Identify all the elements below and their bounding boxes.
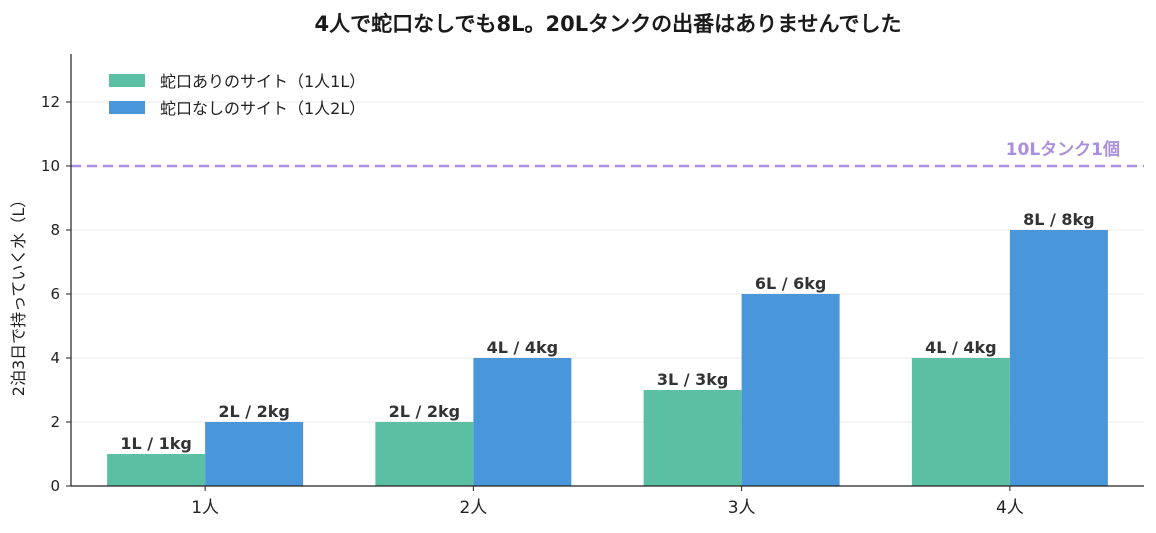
x-tick-labels: 1人 2人 3人 4人 bbox=[191, 498, 1024, 518]
y-tick-label: 2 bbox=[50, 413, 60, 431]
y-tick-label: 10 bbox=[41, 157, 60, 175]
bar-without-faucet-2 bbox=[473, 358, 572, 486]
legend: 蛇口ありのサイト（1人1L） 蛇口なしのサイト（1人2L） bbox=[109, 72, 365, 118]
bar-without-faucet-3 bbox=[741, 294, 840, 486]
bar-without-faucet-4 bbox=[1009, 230, 1108, 486]
bar-value-label: 8L / 8kg bbox=[1023, 210, 1095, 229]
y-axis-label: 2泊3日で持っていく水（L） bbox=[9, 192, 28, 396]
bar-value-label: 6L / 6kg bbox=[755, 274, 827, 293]
bar-value-label: 2L / 2kg bbox=[389, 402, 461, 421]
x-tick-label: 2人 bbox=[459, 498, 487, 518]
reference-line-group: 10Lタンク1個 bbox=[71, 139, 1144, 168]
bar-labels: 1L / 1kg 2L / 2kg 2L / 2kg 4L / 4kg 3L / 3kg… bbox=[120, 210, 1094, 453]
x-tick-label: 1人 bbox=[191, 498, 219, 518]
bar-value-label: 4L / 4kg bbox=[487, 338, 559, 357]
x-tick-label: 4人 bbox=[996, 498, 1024, 518]
legend-swatch bbox=[109, 74, 145, 87]
y-tick-label: 12 bbox=[41, 93, 60, 111]
bar-value-label: 2L / 2kg bbox=[218, 402, 290, 421]
chart-title: 4人で蛇口なしでも8L。20Lタンクの出番はありませんでした bbox=[315, 12, 902, 36]
bar-with-faucet-2 bbox=[375, 422, 474, 486]
bar-with-faucet-1 bbox=[107, 454, 206, 486]
bar-value-label: 1L / 1kg bbox=[120, 434, 192, 453]
bars bbox=[107, 230, 1108, 486]
reference-line-label: 10Lタンク1個 bbox=[1006, 139, 1120, 160]
y-tick-label: 4 bbox=[50, 349, 60, 367]
legend-label: 蛇口なしのサイト（1人2L） bbox=[160, 99, 365, 118]
axes bbox=[66, 54, 1144, 491]
legend-swatch bbox=[109, 101, 145, 114]
bar-without-faucet-1 bbox=[205, 422, 304, 486]
y-tick-labels: 0 2 4 6 8 10 12 bbox=[41, 93, 60, 495]
bar-value-label: 4L / 4kg bbox=[925, 338, 997, 357]
legend-label: 蛇口ありのサイト（1人1L） bbox=[160, 72, 365, 91]
x-tick-label: 3人 bbox=[728, 498, 756, 518]
bar-value-label: 3L / 3kg bbox=[657, 370, 729, 389]
y-tick-label: 6 bbox=[50, 285, 60, 303]
bar-with-faucet-4 bbox=[911, 358, 1010, 486]
y-tick-label: 8 bbox=[50, 221, 60, 239]
bar-with-faucet-3 bbox=[643, 390, 742, 486]
y-tick-label: 0 bbox=[50, 477, 60, 495]
